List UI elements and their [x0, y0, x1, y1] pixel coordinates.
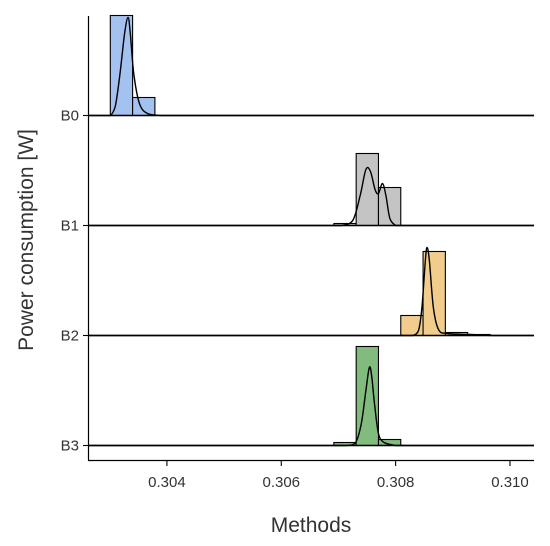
ridge-b1: [88, 152, 534, 227]
x-tick-label-2: 0.308: [377, 474, 415, 491]
y-ticks: B0 B1 B2 B3: [61, 108, 88, 455]
bar-b2-1: [422, 250, 446, 337]
ridge-b3: [88, 345, 534, 447]
y-tick-label-b2: B2: [61, 328, 79, 345]
bar-b0-1: [132, 96, 156, 117]
ridge-b0: [88, 14, 534, 117]
y-axis-title: Power consumption [W]: [15, 129, 38, 351]
y-tick-label-b1: B1: [61, 218, 79, 235]
bar-b1-2: [377, 186, 402, 227]
x-tick-label-3: 0.310: [491, 474, 529, 491]
y-tick-label-b0: B0: [61, 108, 79, 125]
x-tick-label-0: 0.304: [148, 474, 186, 491]
ridge-b2: [88, 246, 534, 337]
x-ticks: 0.304 0.306 0.308 0.310: [148, 461, 529, 491]
x-tick-label-1: 0.306: [262, 474, 300, 491]
density-b0: [88, 16, 534, 117]
density-b1: [88, 166, 534, 227]
x-axis-title: Methods: [271, 514, 352, 537]
y-tick-label-b3: B3: [61, 438, 79, 455]
axes: [87, 16, 534, 462]
density-b3: [88, 366, 534, 447]
density-b2: [88, 246, 534, 337]
ridges: [88, 14, 534, 447]
